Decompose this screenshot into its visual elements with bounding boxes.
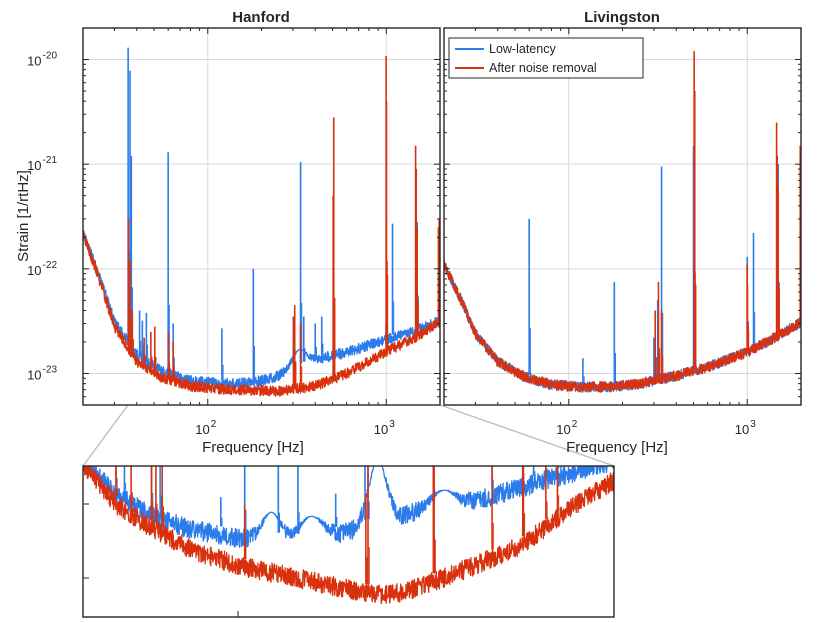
livingston-xlabel: Frequency [Hz] (566, 439, 668, 456)
legend-box (448, 37, 644, 79)
livingston-xtick-label: 103 (735, 419, 756, 437)
hanford-ylabel: Strain [1/rtHz] (15, 170, 32, 262)
livingston-trace-after-noise-removal (444, 259, 801, 393)
zoom-trace-low-latency (83, 466, 614, 549)
zoom-inset-panel (82, 465, 615, 618)
livingston-xtick-label: 102 (556, 419, 577, 437)
zoom-trace-after-noise-removal (83, 466, 614, 605)
livingston-data-lines (444, 51, 801, 393)
hanford-ytick-label: 10-23 (27, 364, 57, 382)
zoom-data-lines (83, 466, 614, 605)
hanford-trace-after-noise-removal (83, 231, 440, 397)
hanford-ytick-label: 10-20 (27, 51, 57, 69)
hanford-xtick-label: 102 (195, 419, 216, 437)
hanford-xlabel: Frequency [Hz] (202, 439, 304, 456)
livingston-title: Livingston (584, 9, 660, 26)
hanford-data-lines (83, 47, 440, 397)
zoom-axes-frame (82, 465, 615, 618)
legend-label-low-latency: Low-latency (489, 42, 556, 56)
livingston-panel: 102 103 Livingston Frequency [Hz] Low-lat… (443, 9, 802, 456)
zoom-connector-left (82, 404, 129, 467)
hanford-title: Hanford (232, 9, 290, 26)
zoom-connector-right (439, 404, 615, 467)
legend: Low-latency After noise removal (448, 37, 644, 79)
hanford-xtick-label: 103 (374, 419, 395, 437)
legend-label-after-noise-removal: After noise removal (489, 61, 597, 75)
